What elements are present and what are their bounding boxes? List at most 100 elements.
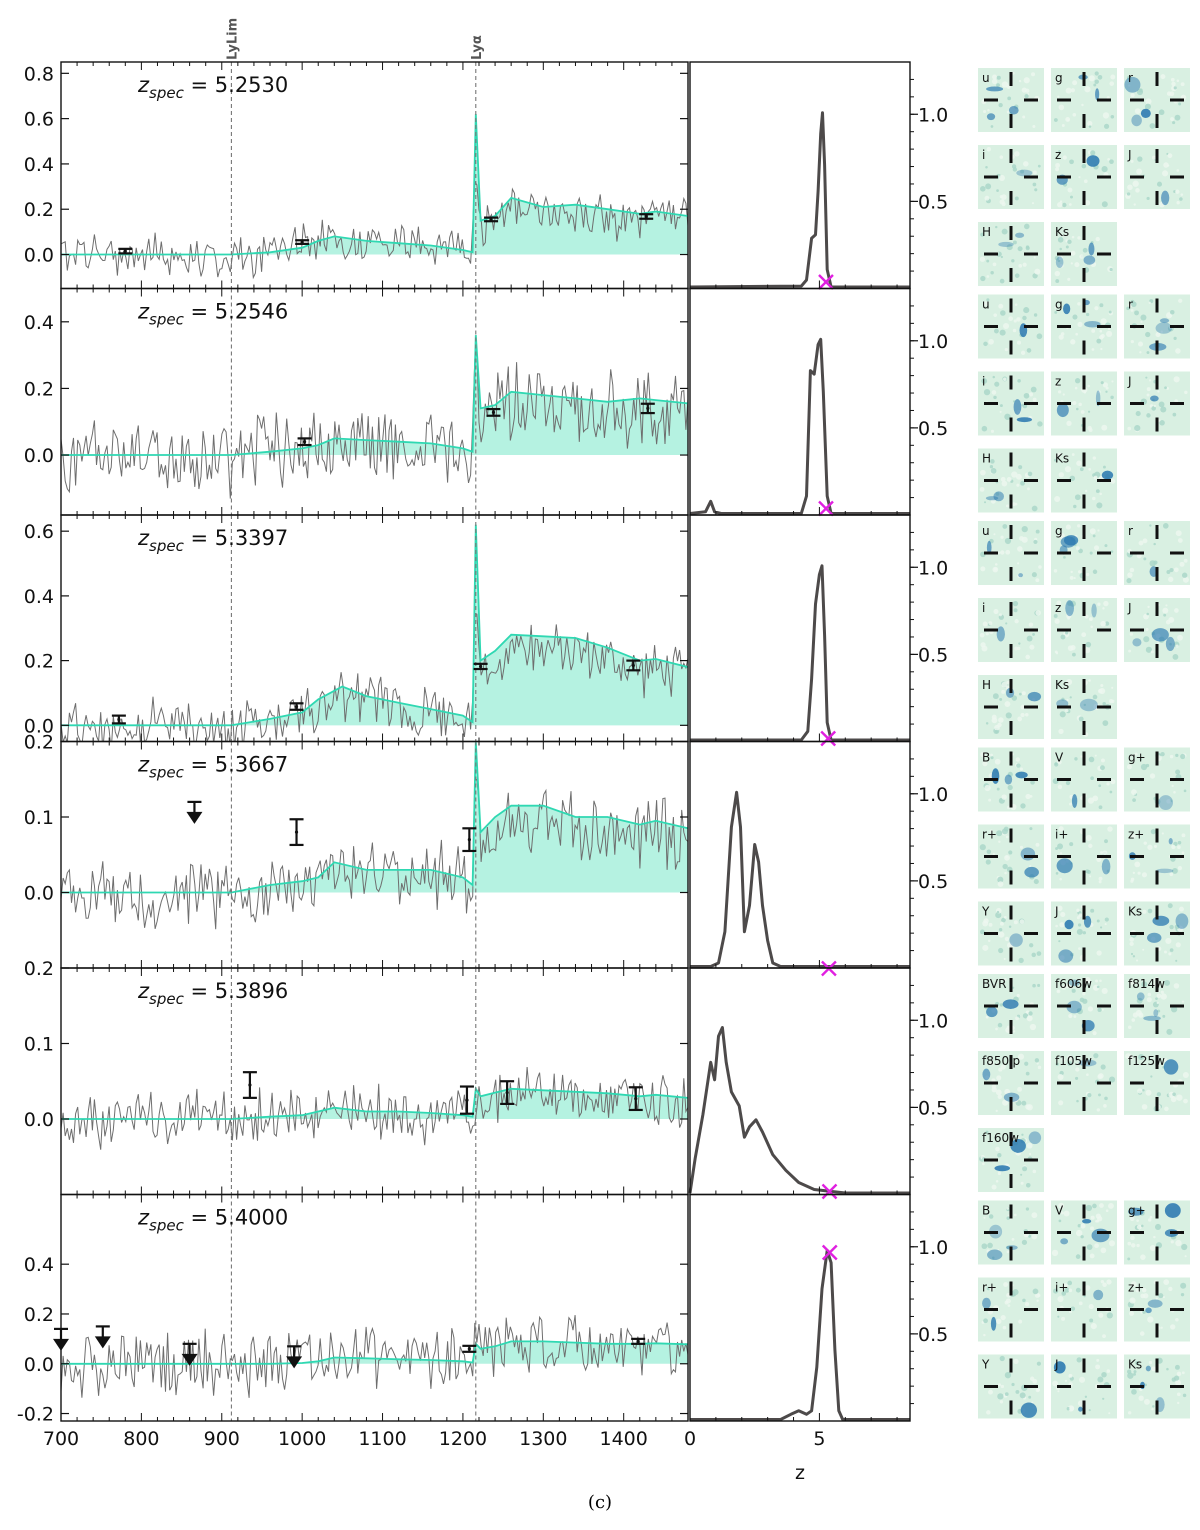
stamp-noise — [1070, 1306, 1076, 1311]
stamp-noise — [994, 729, 999, 734]
stamp-label: H — [982, 225, 991, 239]
stamp-noise — [1175, 959, 1178, 962]
stamp-label: H — [982, 678, 991, 692]
stamp-r: r — [1124, 521, 1190, 585]
stamp-source — [1013, 399, 1022, 415]
stamp-noise — [1067, 617, 1070, 620]
stamp-noise — [1101, 1371, 1107, 1378]
stamp-noise — [1034, 188, 1038, 192]
stamp-noise — [1171, 784, 1174, 788]
stamp-noise — [1027, 471, 1033, 477]
stamp-source — [982, 1297, 991, 1309]
stamp-noise — [1074, 262, 1080, 268]
stamp-noise — [1016, 483, 1020, 487]
stamp-z+: z+ — [1124, 824, 1190, 889]
stamp-noise — [982, 920, 989, 927]
stamp-noise — [1012, 240, 1017, 245]
stamp-noise — [1106, 1369, 1111, 1373]
stamp-noise — [1105, 390, 1108, 393]
stamp-noise — [1070, 570, 1073, 574]
stamp-noise — [1103, 123, 1110, 129]
stamp-noise — [1170, 117, 1174, 121]
stamp-noise — [1076, 460, 1082, 466]
stamp-label: g+ — [1128, 1204, 1146, 1218]
stamp-noise — [1069, 842, 1074, 847]
stamp-noise — [1087, 120, 1093, 127]
stamp-noise — [1063, 1210, 1070, 1217]
stamp-noise — [1063, 555, 1066, 559]
stamp-noise — [996, 1318, 1002, 1325]
stamp-noise — [1065, 631, 1069, 635]
stamp-noise — [1097, 74, 1103, 80]
stamp-noise — [1109, 267, 1113, 272]
stamp-noise — [1180, 193, 1184, 196]
stamp-noise — [1054, 496, 1061, 503]
stamp-g: g — [1051, 68, 1117, 132]
stamp-source — [1145, 1365, 1151, 1372]
stamp-source — [991, 768, 1000, 784]
stamp-noise — [1149, 1215, 1153, 1219]
stamp-noise — [1136, 1224, 1142, 1230]
stamp-BVR: BVR — [978, 974, 1044, 1038]
pdz-frame — [689, 61, 911, 290]
stamp-noise — [1183, 1098, 1188, 1104]
stamp-noise — [1146, 612, 1149, 616]
stamp-noise — [991, 714, 997, 720]
stamp-noise — [1051, 1249, 1059, 1257]
stamp-noise — [1096, 502, 1103, 509]
stamp-noise — [1099, 492, 1102, 496]
stamp-noise — [1089, 551, 1093, 555]
stamp-noise — [1057, 1073, 1064, 1080]
stamp-noise — [987, 1242, 993, 1249]
stamp-noise — [1064, 1287, 1070, 1293]
stamp-i: i — [978, 598, 1044, 662]
stamp-noise — [1155, 332, 1161, 338]
stamp-noise — [990, 756, 994, 760]
upper-limit-arrow — [286, 1356, 303, 1369]
stamp-noise — [990, 498, 996, 504]
y-tick-label: 0.0 — [24, 245, 54, 267]
stamp-H: H — [978, 222, 1044, 286]
stamp-noise — [1126, 192, 1131, 196]
stamp-label: i — [982, 375, 985, 389]
stamp-label: f850lp — [982, 1054, 1020, 1068]
stamp-noise — [1088, 617, 1093, 622]
model-line — [61, 335, 688, 456]
stamp-noise — [995, 1109, 998, 1113]
stamp-noise — [1085, 641, 1092, 648]
stamp-noise — [1136, 1219, 1139, 1222]
stamp-noise — [1098, 880, 1102, 884]
stamp-noise — [979, 256, 986, 262]
stamp-noise — [988, 621, 993, 626]
stamp-noise — [980, 275, 986, 282]
stamp-r: r — [1124, 294, 1190, 359]
stamp-noise — [1075, 1076, 1079, 1080]
stamp-noise — [1001, 228, 1008, 235]
stamp-source — [1136, 992, 1145, 1001]
stamp-noise — [996, 75, 1001, 80]
stamp-noise — [1066, 1407, 1071, 1411]
stamp-noise — [1133, 203, 1136, 206]
photometry-point — [294, 830, 299, 834]
stamp-noise — [1001, 828, 1008, 835]
zspec-label: zspec = 5.3397 — [137, 526, 288, 555]
stamp-noise — [1030, 780, 1035, 785]
spectrum-area — [61, 1315, 688, 1398]
stamp-noise — [1076, 928, 1083, 935]
stamp-noise — [1111, 686, 1114, 689]
stamp-noise — [1149, 123, 1156, 129]
stamp-noise — [979, 486, 985, 492]
stamp-noise — [1172, 653, 1179, 660]
stamp-J: J — [1051, 901, 1117, 966]
photometry-point — [479, 664, 483, 669]
stamp-label: z — [1055, 601, 1061, 615]
stamp-noise — [1066, 420, 1072, 426]
stamp-noise — [1181, 1243, 1188, 1251]
photometry-point — [631, 663, 635, 668]
stamp-noise — [1018, 465, 1023, 470]
stamp-noise — [1074, 494, 1081, 501]
stamp-noise — [992, 852, 996, 856]
stamp-noise — [1084, 647, 1091, 654]
stamp-V: V — [1051, 1200, 1117, 1265]
stamp-noise — [1092, 694, 1098, 700]
